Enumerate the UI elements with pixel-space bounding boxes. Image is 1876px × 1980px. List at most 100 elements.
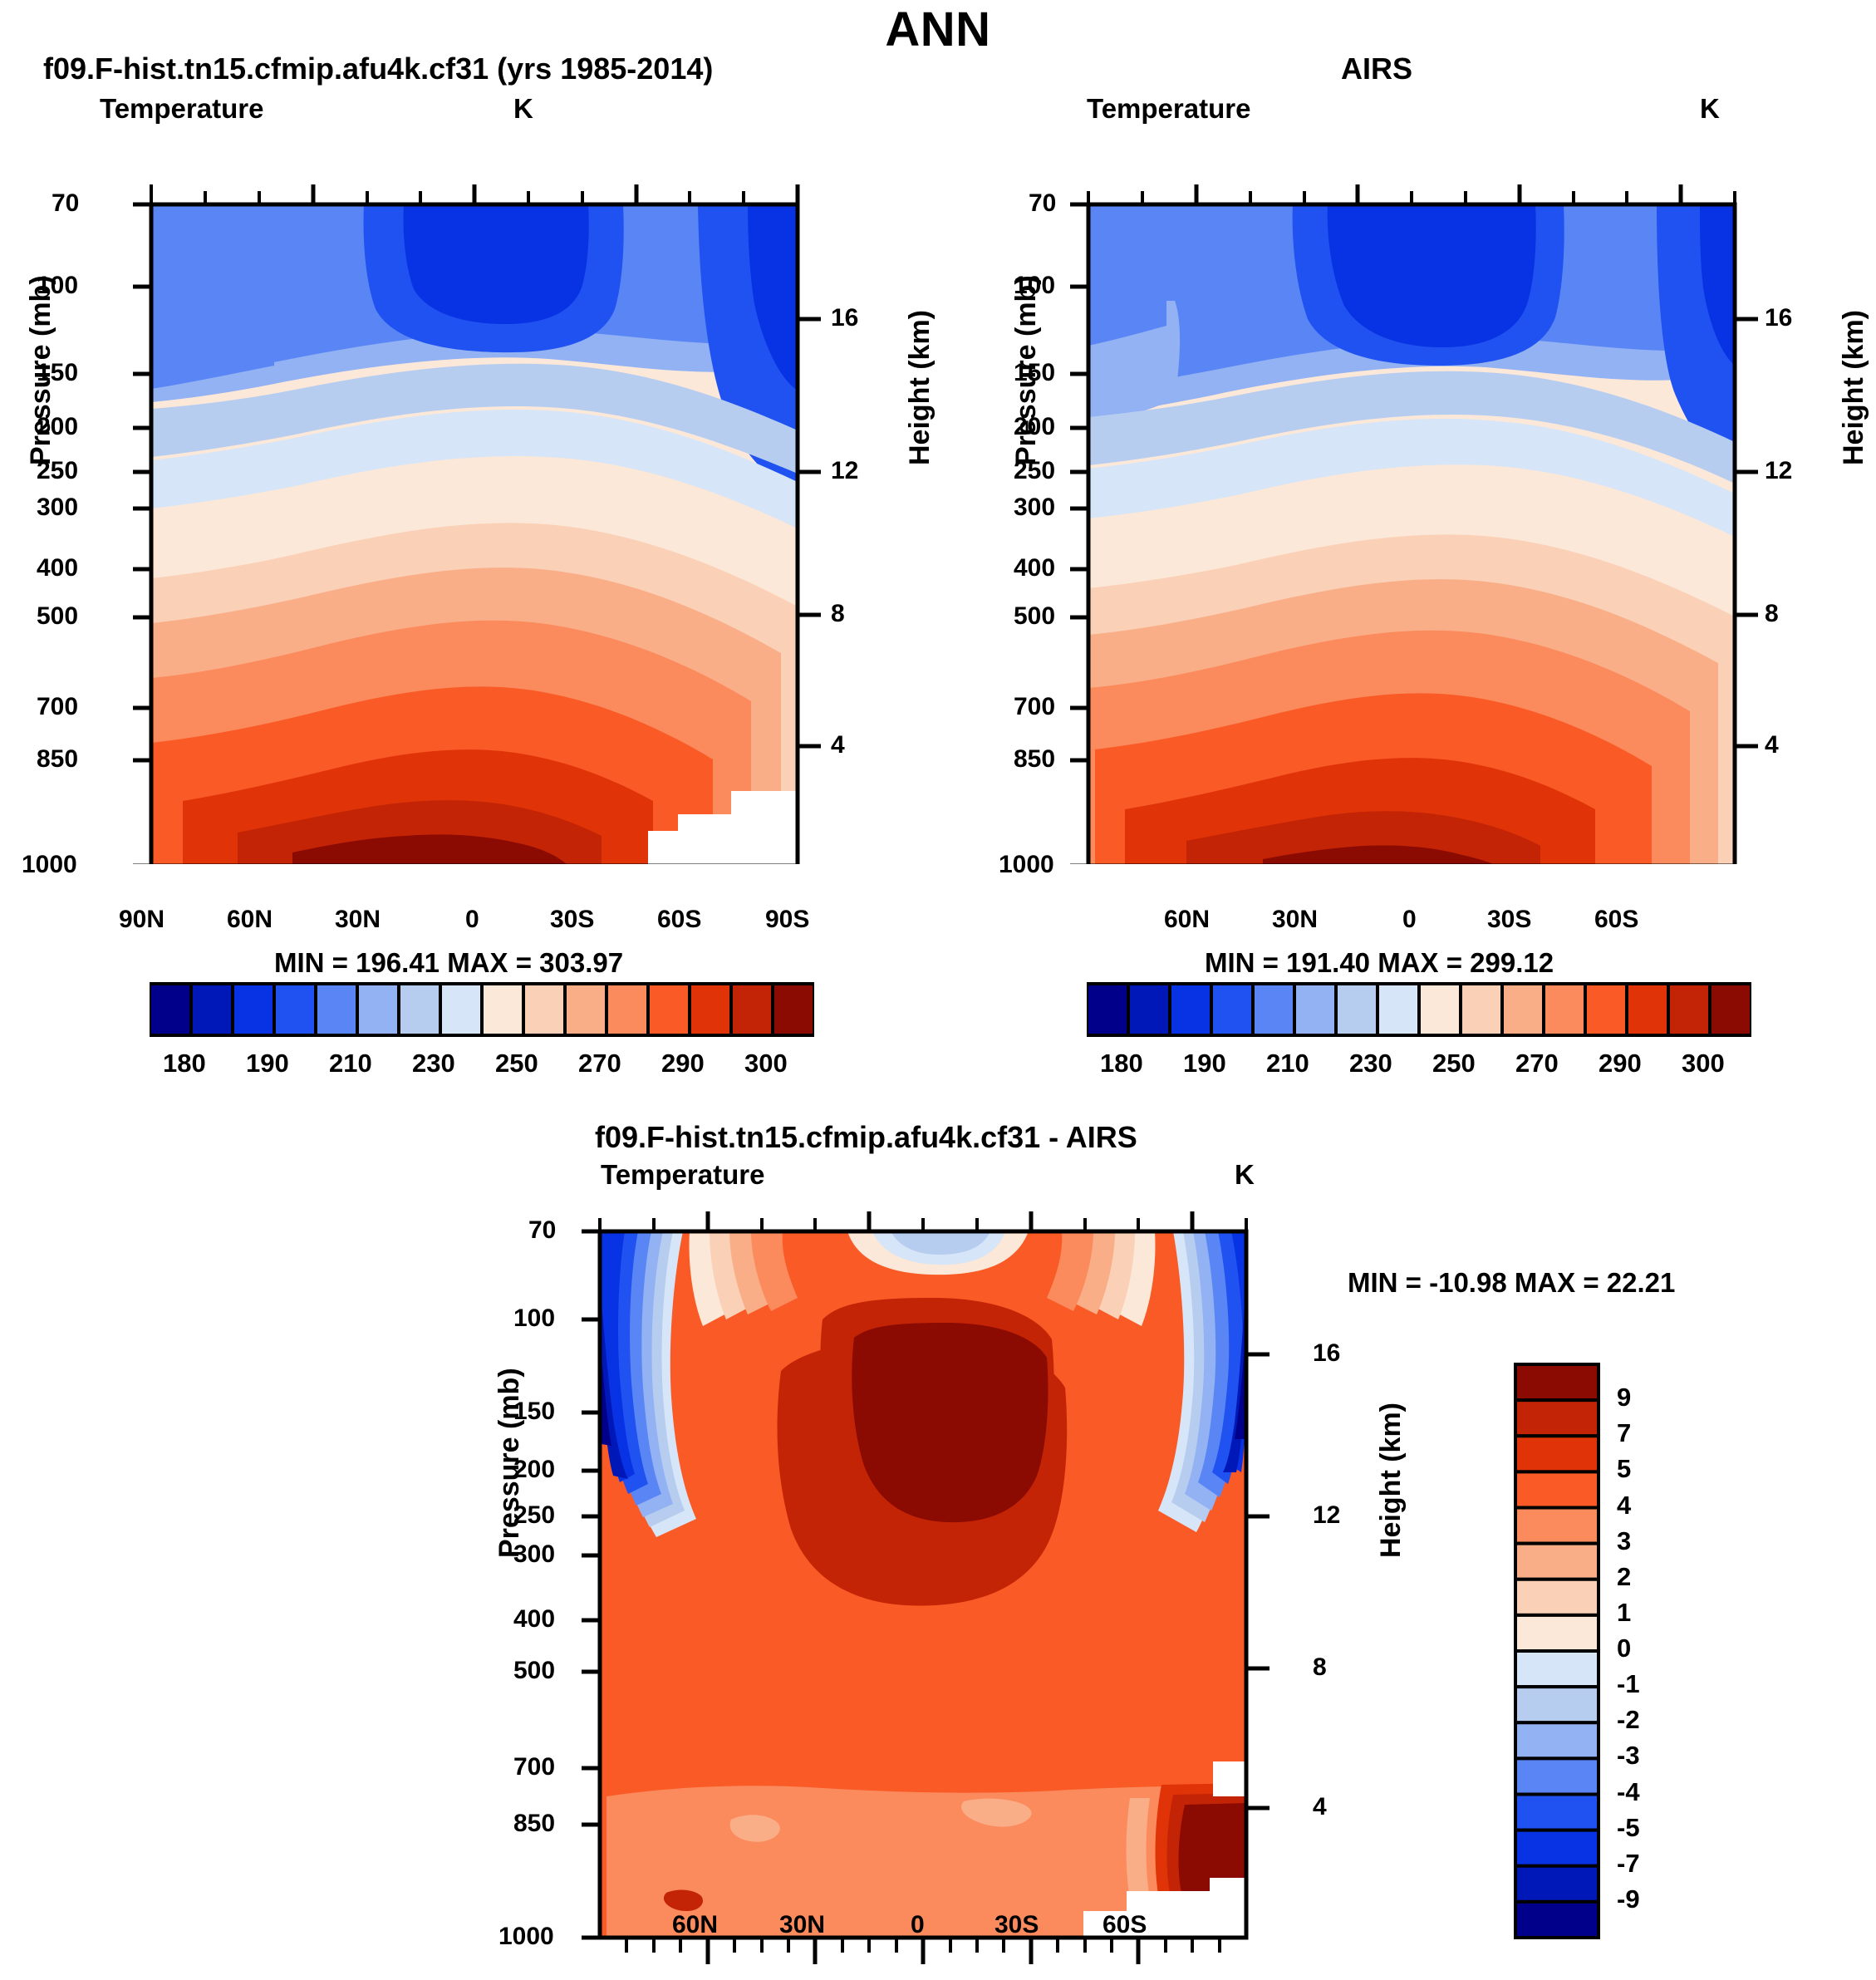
colorbar-swatch bbox=[646, 982, 691, 1037]
y2tick-model-3: 16 bbox=[831, 304, 859, 332]
colorbar-swatch bbox=[1514, 1649, 1600, 1689]
colorbar-swatch bbox=[1514, 1506, 1600, 1545]
colorbar-swatch bbox=[1459, 982, 1504, 1037]
y2tick-diff-2: 12 bbox=[1313, 1501, 1341, 1529]
ytick-diff-7: 500 bbox=[513, 1657, 556, 1684]
colorbar-swatch bbox=[231, 982, 276, 1037]
ytick-model-3: 200 bbox=[37, 413, 79, 440]
ytick-obs-9: 850 bbox=[1014, 745, 1056, 773]
colorbar-swatch bbox=[1514, 1470, 1600, 1510]
cbar-model-t2: 210 bbox=[329, 1049, 372, 1078]
panel-unit-label-diff: K bbox=[1235, 1159, 1255, 1190]
y2tick-diff-0: 4 bbox=[1313, 1793, 1327, 1820]
ytick-model-9: 850 bbox=[37, 745, 79, 773]
ytick-model-0: 70 bbox=[52, 189, 80, 217]
xtick-model-4: 30S bbox=[550, 906, 595, 933]
cbar-obs-t0: 180 bbox=[1100, 1049, 1143, 1078]
ytick-model-6: 400 bbox=[37, 554, 79, 582]
contour-field-model bbox=[151, 204, 798, 864]
ytick-model-7: 500 bbox=[37, 602, 79, 630]
colorbar-swatch bbox=[1514, 1613, 1600, 1653]
ytick-diff-5: 300 bbox=[513, 1540, 556, 1568]
panel-unit-label-obs: K bbox=[1700, 93, 1720, 124]
cbar-obs-t1: 190 bbox=[1183, 1049, 1226, 1078]
ytick-obs-5: 300 bbox=[1014, 494, 1056, 521]
cbar-model-t0: 180 bbox=[163, 1049, 206, 1078]
colorbar-swatch bbox=[563, 982, 608, 1037]
y2tick-obs-2: 12 bbox=[1765, 457, 1793, 484]
ytick-obs-7: 500 bbox=[1014, 602, 1056, 630]
cbar-obs-t6: 290 bbox=[1599, 1049, 1642, 1078]
colorbar-swatch bbox=[1293, 982, 1338, 1037]
panel-unit-label-model: K bbox=[513, 93, 533, 124]
cbar-diff-tick-6: 1 bbox=[1617, 1597, 1632, 1627]
top-ticks-diff bbox=[598, 1211, 1248, 1231]
cbar-model-t5: 270 bbox=[578, 1049, 621, 1078]
ytick-model-2: 150 bbox=[37, 359, 79, 386]
ytick-obs-8: 700 bbox=[1014, 693, 1056, 720]
colorbar-temperature-model bbox=[150, 982, 814, 1037]
colorbar-swatch bbox=[1514, 1398, 1600, 1438]
colorbar-swatch bbox=[1514, 1541, 1600, 1581]
ytick-diff-6: 400 bbox=[513, 1605, 556, 1633]
page-title: ANN bbox=[885, 2, 991, 57]
cbar-diff-tick-14: -9 bbox=[1617, 1884, 1640, 1914]
cbar-diff-tick-1: 7 bbox=[1617, 1418, 1632, 1448]
cbar-diff-tick-2: 5 bbox=[1617, 1454, 1632, 1484]
yaxis-ticks-model bbox=[133, 202, 151, 864]
xtick-obs-2: 0 bbox=[1402, 906, 1417, 933]
colorbar-swatch bbox=[1514, 1899, 1600, 1940]
xtick-diff-4: 60S bbox=[1103, 1911, 1147, 1938]
colorbar-swatch bbox=[1584, 982, 1628, 1037]
colorbar-swatch bbox=[1514, 1828, 1600, 1868]
colorbar-swatch bbox=[273, 982, 317, 1037]
cbar-model-t3: 230 bbox=[412, 1049, 455, 1078]
ytick-diff-9: 850 bbox=[513, 1810, 556, 1837]
colorbar-swatch bbox=[1625, 982, 1670, 1037]
xtick-diff-2: 0 bbox=[911, 1911, 925, 1938]
ytick-obs-10: 1000 bbox=[999, 851, 1054, 878]
xtick-model-1: 60N bbox=[227, 906, 273, 933]
y2tick-obs-0: 4 bbox=[1765, 731, 1779, 759]
contour-field-diff bbox=[600, 1231, 1246, 1938]
xtick-obs-0: 60N bbox=[1164, 906, 1211, 933]
colorbar-swatch bbox=[688, 982, 733, 1037]
ytick-obs-3: 200 bbox=[1014, 413, 1056, 440]
cbar-obs-t7: 300 bbox=[1682, 1049, 1725, 1078]
colorbar-difference-labels: 9 7 5 4 3 2 1 0 -1 -2 -3 -4 -5 -7 -9 bbox=[1617, 1361, 1766, 1943]
panel-var-label-model: Temperature bbox=[100, 93, 264, 124]
xtick-model-3: 0 bbox=[465, 906, 479, 933]
y2tick-model-0: 4 bbox=[831, 731, 845, 759]
ytick-model-5: 300 bbox=[37, 494, 79, 521]
yaxis-ticks-obs bbox=[1070, 202, 1088, 864]
cbar-obs-t4: 250 bbox=[1432, 1049, 1476, 1078]
cbar-diff-tick-0: 9 bbox=[1617, 1383, 1632, 1413]
colorbar-swatch bbox=[1500, 982, 1545, 1037]
colorbar-swatch bbox=[1514, 1577, 1600, 1617]
panel-var-label-obs: Temperature bbox=[1087, 93, 1251, 124]
ytick-model-10: 1000 bbox=[22, 851, 77, 878]
panel-var-label-diff: Temperature bbox=[601, 1159, 765, 1190]
colorbar-swatch bbox=[1514, 1864, 1600, 1904]
colorbar-swatch bbox=[1514, 1685, 1600, 1725]
cbar-diff-tick-11: -4 bbox=[1617, 1776, 1640, 1806]
ytick-obs-0: 70 bbox=[1029, 189, 1057, 217]
colorbar-swatch bbox=[1417, 982, 1462, 1037]
top-ticks-model bbox=[150, 184, 800, 204]
colorbar-swatch bbox=[729, 982, 774, 1037]
y2tick-model-1: 8 bbox=[831, 600, 845, 627]
ytick-diff-3: 200 bbox=[513, 1456, 556, 1483]
colorbar-swatch bbox=[1514, 1756, 1600, 1796]
top-ticks-obs bbox=[1087, 184, 1736, 204]
cbar-diff-tick-10: -3 bbox=[1617, 1741, 1640, 1771]
xtick-model-5: 60S bbox=[657, 906, 702, 933]
colorbar-swatch bbox=[1087, 982, 1130, 1037]
y2tick-obs-1: 8 bbox=[1765, 600, 1779, 627]
xtick-obs-3: 30S bbox=[1487, 906, 1532, 933]
xtick-obs-4: 60S bbox=[1594, 906, 1639, 933]
xtick-model-0: 90N bbox=[119, 906, 165, 933]
colorbar-swatch bbox=[189, 982, 234, 1037]
cbar-diff-tick-13: -7 bbox=[1617, 1848, 1640, 1878]
colorbar-swatch bbox=[1210, 982, 1255, 1037]
colorbar-swatch bbox=[1514, 1721, 1600, 1761]
